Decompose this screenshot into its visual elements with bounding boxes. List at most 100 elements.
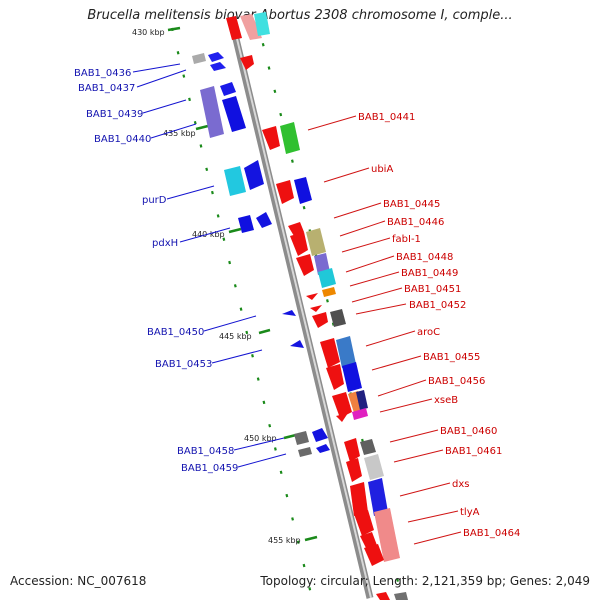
gene-arrow	[364, 544, 384, 566]
gene-block	[226, 16, 242, 40]
gene-label: xseB	[434, 395, 458, 406]
kbp-label: 430 kbp	[132, 28, 165, 37]
gene-block	[298, 447, 312, 457]
gene-arrow	[332, 392, 352, 418]
gene-arrow	[354, 510, 374, 536]
kbp-label: 445 kbp	[219, 332, 252, 341]
gene-arrow	[346, 458, 362, 482]
gene-arrow	[282, 310, 296, 316]
gene-block	[280, 122, 300, 154]
topology-summary: Topology: circular; Length: 2,121,359 bp…	[260, 574, 590, 588]
gene-block	[222, 96, 246, 132]
gene-block	[352, 408, 368, 420]
gene-block	[224, 166, 246, 196]
gene-block	[330, 309, 346, 327]
right-gene-labels: BAB1_0441 ubiA BAB1_0445 BAB1_0446 fabI-…	[358, 112, 520, 539]
gene-block	[254, 12, 270, 36]
gene-label: BAB1_0464	[463, 528, 520, 539]
gene-label: BAB1_0458	[177, 446, 234, 457]
map-title: Brucella melitensis biovar Abortus 2308 …	[87, 8, 513, 23]
gene-block	[238, 215, 254, 233]
gene-arrow	[336, 413, 348, 422]
gene-label: BAB1_0456	[428, 376, 485, 387]
gene-label: BAB1_0445	[383, 199, 440, 210]
gene-arrow	[290, 340, 304, 348]
gene-arrow	[210, 62, 226, 71]
gene-label: BAB1_0451	[404, 284, 461, 295]
gene-label: BAB1_0436	[74, 68, 131, 79]
gene-arrow	[256, 212, 272, 228]
gene-block	[374, 508, 400, 562]
gene-block	[376, 592, 390, 600]
gene-label: BAB1_0460	[440, 426, 497, 437]
gene-arrow	[344, 438, 360, 462]
gene-block	[336, 336, 356, 368]
gene-label: BAB1_0440	[94, 134, 151, 145]
kbp-label: 435 kbp	[163, 129, 196, 138]
gene-arrow	[296, 254, 314, 276]
gene-label: BAB1_0455	[423, 352, 480, 363]
gene-arrow	[192, 53, 206, 64]
gene-arrow	[288, 222, 304, 236]
gene-label: BAB1_0446	[387, 217, 444, 228]
gene-block	[368, 478, 388, 516]
gene-block	[294, 431, 309, 445]
left-leader-lines	[132, 63, 287, 468]
gene-block	[314, 253, 330, 275]
gene-label: BAB1_0459	[181, 463, 238, 474]
gene-arrow	[306, 293, 318, 300]
gene-arrow	[240, 55, 254, 70]
kbp-label: 450 kbp	[244, 434, 277, 443]
gene-label: BAB1_0439	[86, 109, 143, 120]
gene-label: BAB1_0448	[396, 252, 453, 263]
gene-arrow	[244, 160, 264, 190]
gene-block	[350, 482, 368, 516]
gene-label: dxs	[452, 479, 469, 490]
gene-block	[322, 287, 336, 297]
reverse-strand-genes	[226, 12, 408, 600]
gene-label: fabI-1	[392, 234, 421, 245]
gene-label: BAB1_0453	[155, 359, 212, 370]
gene-block	[240, 14, 262, 40]
gene-arrow	[326, 364, 344, 390]
forward-strand-genes	[192, 52, 330, 457]
left-gene-labels: BAB1_0436 BAB1_0437 BAB1_0439 BAB1_0440 …	[74, 68, 238, 474]
gene-label: BAB1_0450	[147, 327, 204, 338]
right-leader-lines	[307, 115, 462, 545]
gene-label: aroC	[417, 327, 440, 338]
chromosome-backbone	[227, 17, 374, 599]
gene-label: BAB1_0437	[78, 83, 135, 94]
gene-arrow	[220, 82, 236, 96]
kbp-ticks	[167, 26, 318, 542]
gene-label: BAB1_0449	[401, 268, 458, 279]
gene-label: ubiA	[371, 164, 393, 175]
gene-arrow	[208, 52, 224, 62]
gene-arrow	[320, 338, 340, 368]
gene-arrow	[316, 444, 330, 453]
gene-arrow	[262, 126, 280, 150]
gene-block	[394, 592, 408, 600]
gene-label: tlyA	[460, 507, 480, 518]
gene-arrow	[312, 312, 328, 328]
gene-block	[360, 439, 376, 455]
gene-block	[356, 390, 368, 410]
gene-block	[364, 454, 384, 480]
gene-label: BAB1_0452	[409, 300, 466, 311]
gene-label: BAB1_0441	[358, 112, 415, 123]
gene-block	[294, 177, 312, 204]
kbp-label: 455 kbp	[268, 536, 301, 545]
gene-block	[318, 268, 336, 288]
gene-block	[342, 362, 362, 392]
gene-label: purD	[142, 195, 167, 206]
gene-block	[306, 228, 326, 256]
accession-text: Accession: NC_007618	[10, 574, 147, 588]
gene-block	[200, 86, 224, 138]
gene-arrow	[290, 232, 308, 256]
tick-guides	[170, 19, 404, 599]
gene-arrow	[276, 180, 294, 204]
gene-arrow	[312, 428, 328, 442]
gene-arrow	[310, 305, 322, 312]
gene-label: pdxH	[152, 238, 178, 249]
gene-label: BAB1_0461	[445, 446, 502, 457]
